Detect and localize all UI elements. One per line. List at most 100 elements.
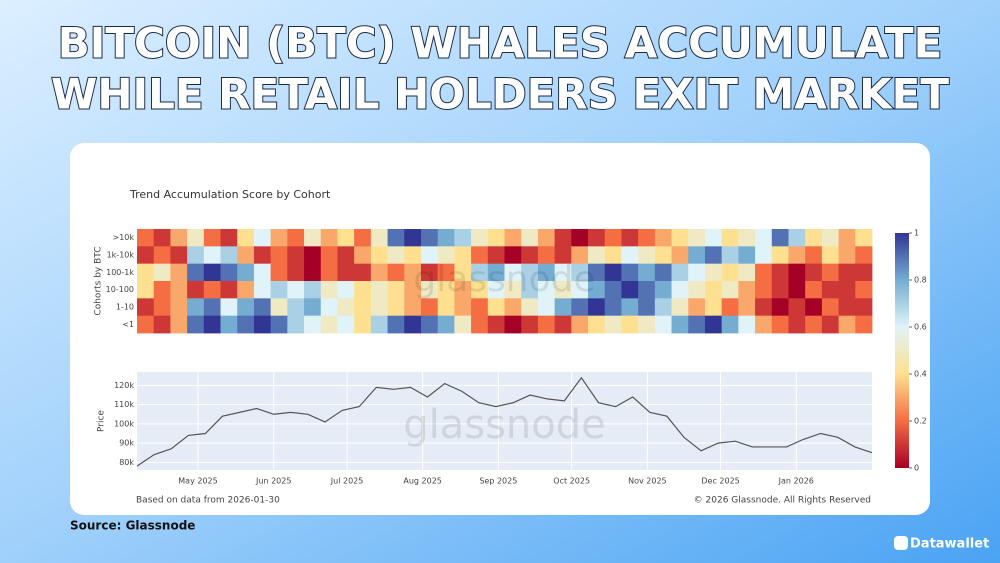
heat-cell — [654, 246, 672, 265]
heat-cell — [721, 281, 739, 299]
heat-cell — [537, 315, 556, 334]
heat-cell — [203, 229, 221, 247]
heat-cell — [420, 298, 439, 317]
x-tick-label: Jun 2025 — [255, 477, 291, 486]
heat-cell — [621, 246, 639, 265]
heat-cell — [504, 263, 522, 282]
heat-cell — [270, 246, 288, 265]
heat-cell — [805, 281, 823, 299]
heat-cell — [253, 263, 272, 282]
heat-cell — [571, 246, 589, 265]
heat-cell — [170, 229, 188, 247]
heat-cell — [654, 281, 672, 299]
colorbar-tick-label: 0.6 — [914, 323, 927, 332]
heat-cell — [270, 281, 288, 299]
heat-cell — [621, 229, 639, 247]
heat-cell — [387, 246, 405, 265]
heat-cell — [487, 229, 505, 247]
heat-cell — [855, 263, 873, 282]
colorbar-tick-label: 0.4 — [914, 370, 927, 379]
heat-cell — [504, 229, 522, 247]
heat-cell — [504, 281, 522, 299]
heat-cell — [337, 315, 355, 334]
heat-cell — [738, 298, 756, 317]
x-tick-label: Jul 2025 — [330, 477, 364, 486]
heat-cell — [454, 281, 472, 299]
heat-cell — [521, 315, 539, 334]
heat-cell — [671, 263, 689, 282]
heat-cell — [153, 281, 171, 299]
heat-cell — [537, 229, 556, 247]
price-line — [136, 376, 873, 467]
y-tick-label: 10-100 — [106, 285, 134, 294]
heat-cell — [471, 229, 489, 247]
heat-cell — [404, 263, 422, 282]
heat-cell — [220, 315, 238, 334]
heat-cell — [437, 281, 455, 299]
heat-cell — [805, 246, 823, 265]
heat-cell — [554, 315, 572, 334]
heat-cell — [571, 298, 589, 317]
heat-cell — [554, 246, 572, 265]
heat-cell — [370, 298, 388, 317]
footnote: Based on data from 2026-01-30 — [136, 496, 280, 506]
heat-cell — [203, 281, 221, 299]
heat-cell — [788, 229, 806, 247]
heat-cell — [253, 281, 272, 299]
heat-cell — [805, 315, 823, 334]
heat-cell — [454, 263, 472, 282]
heat-cell — [671, 246, 689, 265]
heat-cell — [588, 315, 606, 334]
heat-cell — [487, 263, 505, 282]
heat-cell — [838, 298, 856, 317]
heat-cell — [170, 298, 188, 317]
heat-cell — [137, 315, 155, 334]
heat-cell — [755, 281, 773, 299]
heat-cell — [771, 246, 789, 265]
heat-cell — [370, 229, 388, 247]
heat-cell — [237, 229, 255, 247]
heat-cell — [704, 246, 723, 265]
heat-cell — [688, 281, 706, 299]
heat-cell — [537, 281, 556, 299]
heat-cell — [671, 298, 689, 317]
heat-cell — [320, 229, 338, 247]
heat-cell — [187, 246, 205, 265]
heat-cell — [721, 246, 739, 265]
heat-cell — [788, 315, 806, 334]
heat-cell — [137, 298, 155, 317]
y-axis-label: Cohorts by BTC — [94, 246, 104, 315]
heat-cell — [170, 246, 188, 265]
heat-cell — [537, 263, 556, 282]
heat-cell — [237, 281, 255, 299]
heat-cell — [354, 315, 372, 334]
heat-cell — [771, 315, 789, 334]
heat-cell — [203, 315, 221, 334]
headline: BITCOIN (BTC) WHALES ACCUMULATE — [58, 19, 943, 68]
heat-cell — [537, 298, 556, 317]
heat-cell — [855, 315, 873, 334]
heat-cell — [404, 246, 422, 265]
heat-cell — [721, 229, 739, 247]
heat-cell — [521, 246, 539, 265]
heat-cell — [755, 263, 773, 282]
heat-cell — [704, 229, 723, 247]
heat-cell — [688, 298, 706, 317]
heat-cell — [253, 246, 272, 265]
heat-cell — [487, 281, 505, 299]
heat-cell — [821, 246, 839, 265]
heat-cell — [638, 263, 656, 282]
brand: Datawallet — [910, 537, 989, 552]
heat-cell — [671, 229, 689, 247]
heat-cell — [137, 246, 155, 265]
colorbar-tick-label: 0.2 — [914, 417, 927, 426]
heat-cell — [788, 263, 806, 282]
heat-cell — [671, 315, 689, 334]
heat-cell — [220, 229, 238, 247]
heat-cell — [153, 246, 171, 265]
heat-cell — [354, 229, 372, 247]
heat-cell — [370, 263, 388, 282]
heat-cell — [721, 263, 739, 282]
x-tick-label: Aug 2025 — [403, 477, 442, 486]
